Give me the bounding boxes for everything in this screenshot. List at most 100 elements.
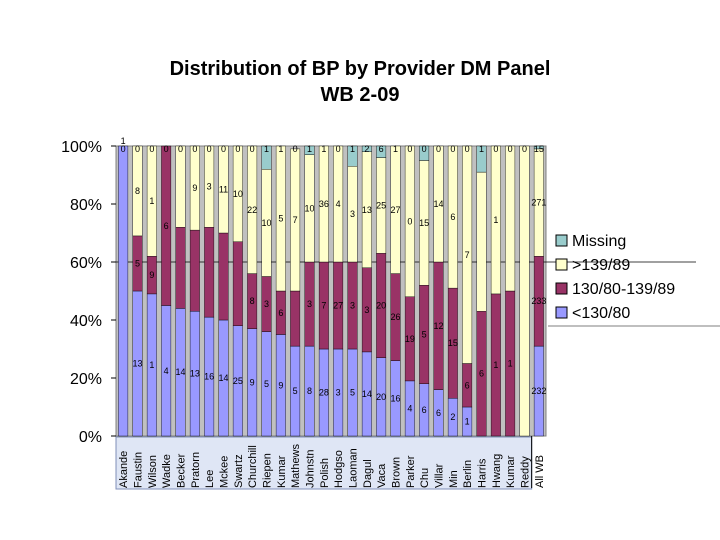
data-label: 14 [218,373,228,383]
data-label: 1 [278,144,283,154]
data-label: 5 [350,388,355,398]
x-tick-label: Johnstn [305,449,317,488]
x-tick-label: Wadke [161,454,173,488]
data-label: 2 [450,412,455,422]
data-label: 0 [235,144,240,154]
data-label: 16 [390,393,400,403]
data-label: 6 [436,408,441,418]
bar-14-series-4 [304,145,315,155]
data-label: 0 [450,144,455,154]
x-tick-label: Kumar [276,455,288,488]
data-label: 26 [390,312,400,322]
x-tick-label: Min [448,470,460,488]
x-tick-label: All WB [534,455,546,488]
bar-11-series-4 [261,145,272,170]
data-label: 13 [362,205,372,215]
x-tick-label: Brown [391,457,403,488]
y-tick-label: 80% [70,197,102,214]
bar-8-series-2 [218,232,229,321]
bar-2-series-3 [132,145,143,237]
data-label: 9 [192,183,197,193]
bar-18-series-4 [361,145,372,153]
data-label: 1 [350,144,355,154]
data-label: 1 [321,144,326,154]
x-tick-label: Churchill [247,445,259,488]
data-label: 9 [278,380,283,390]
data-label: 0 [436,144,441,154]
bar-28-series-3 [505,145,516,292]
x-tick-label: Mckee [219,456,231,488]
data-label: 6 [379,144,384,154]
data-label: 13 [132,359,142,369]
data-label: 10 [233,189,243,199]
bar-9-series-2 [232,241,243,326]
data-label: 16 [204,372,214,382]
data-label: 0 [192,144,197,154]
data-label: 3 [364,305,369,315]
data-label: 7 [465,250,470,260]
x-tick-label: Laoman [348,448,360,488]
bar-6-series-2 [189,229,200,312]
y-tick-label: 60% [70,255,102,272]
data-label: 0 [422,144,427,154]
data-label: 25 [233,376,243,386]
data-label: 5 [422,330,427,340]
y-tick-label: 20% [70,371,102,388]
data-label: 1 [264,144,269,154]
bar-19-series-4 [376,145,387,158]
data-label: 4 [407,403,412,413]
legend-swatch [555,258,568,271]
data-label: 233 [531,296,546,306]
legend-label: 130/80-139/89 [572,281,675,298]
x-tick-label: Hwang [491,454,503,488]
bar-5-series-2 [175,226,186,309]
x-tick-label: Riepen [262,453,274,488]
bar-27-series-3 [490,145,501,295]
x-tick-label: Reddy [520,456,532,488]
data-label: 0 [293,144,298,154]
data-label: 20 [376,301,386,311]
data-label: 0 [135,144,140,154]
x-tick-label: Polish [319,458,331,488]
y-tick-label: 40% [70,313,102,330]
chart-title: Distribution of BP by Provider DM Panel [169,58,551,80]
bar-16-series-3 [333,145,344,263]
bar-4-series-2 [161,145,172,306]
bar-10-series-3 [247,145,258,274]
data-label: 5 [264,379,269,389]
data-label: 22 [247,205,257,215]
legend-label: <130/80 [572,305,630,322]
data-label: 0 [178,144,183,154]
data-label: 25 [376,200,386,210]
data-label: 3 [264,299,269,309]
legend-swatch [555,282,568,295]
x-tick-label: Mathews [290,443,302,488]
data-label: 8 [135,186,140,196]
x-tick-label: Swartz [233,454,245,488]
data-label: 6 [278,308,283,318]
data-label: 0 [407,216,412,226]
data-label: 1 [393,144,398,154]
data-label: 27 [390,205,400,215]
data-label: 2 [364,144,369,154]
legend-label: >139/89 [572,257,630,274]
bar-12-series-3 [275,145,286,292]
chart-subtitle: WB 2-09 [320,84,400,106]
bar-7-series-3 [204,145,215,228]
data-label: 1 [149,360,154,370]
x-tick-label: Chu [419,468,431,488]
y-tick-label: 100% [61,139,102,156]
data-label: 5 [293,386,298,396]
data-label: 10 [261,218,271,228]
data-label: 36 [319,199,329,209]
data-label: 0 [207,144,212,154]
data-label: 3 [307,299,312,309]
data-label: 1 [149,196,154,206]
x-tick-label: Kumar [505,455,517,488]
data-label: 20 [376,392,386,402]
x-tick-label: Hodgso [333,450,345,488]
data-label: 271 [531,198,546,208]
bar-24-series-3 [447,145,458,289]
bar-26-series-3 [476,171,487,312]
